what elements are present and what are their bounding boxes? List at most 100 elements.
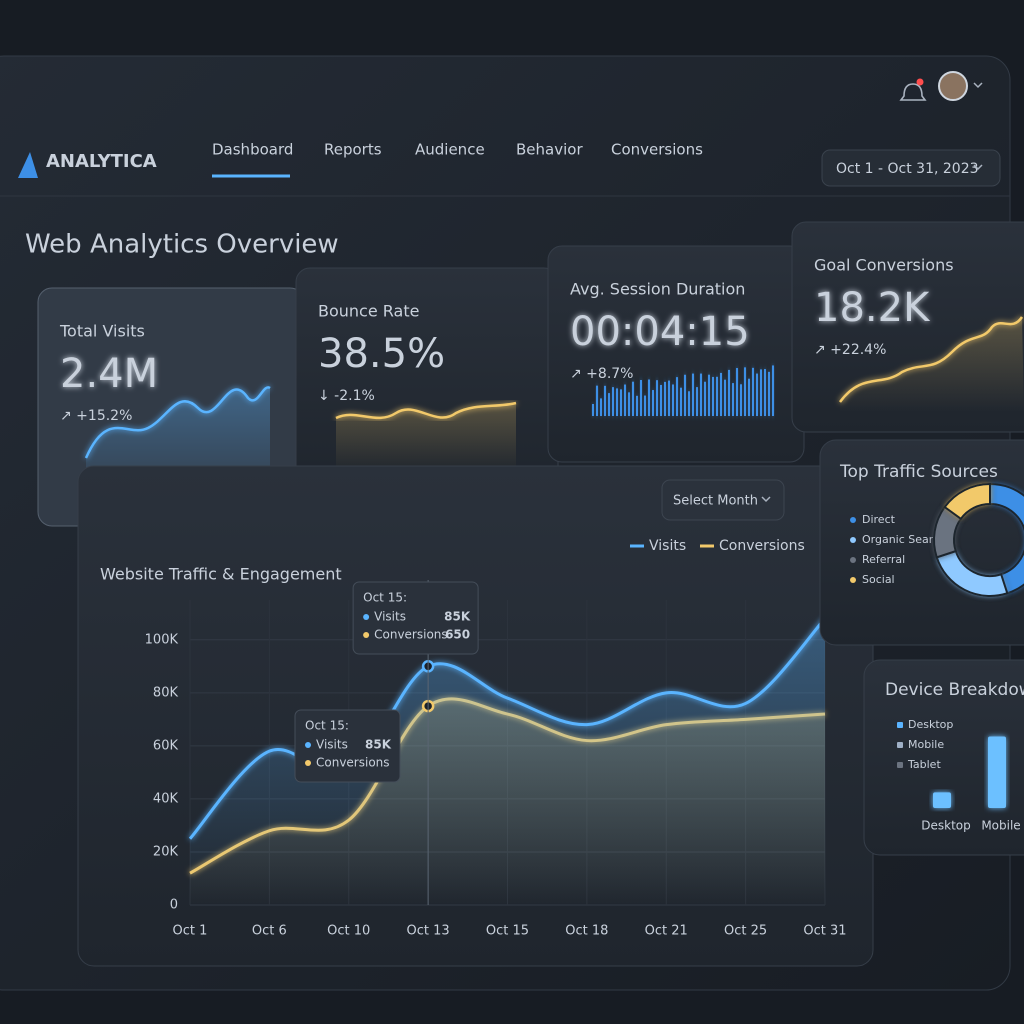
nav-item[interactable]: Reports bbox=[324, 141, 382, 159]
legend-dot bbox=[850, 537, 856, 543]
sparkline-bar bbox=[684, 374, 686, 416]
series-area bbox=[190, 618, 825, 905]
tooltip-name: Visits bbox=[316, 738, 348, 752]
sparkline-bar bbox=[756, 373, 758, 416]
tooltip-name: Conversions bbox=[316, 756, 390, 770]
date-range: Oct 1 - Oct 31, 2023 bbox=[836, 161, 979, 177]
sparkline-bar bbox=[688, 391, 690, 416]
kpi-value: 2.4M bbox=[60, 351, 158, 397]
select-month[interactable] bbox=[661, 479, 785, 521]
bar-chart: Device Breakdown Desktop Mobile Tablet Deskt… bbox=[885, 680, 1024, 833]
pie-chart: Top Traffic Sources Direct Organic Search R… bbox=[839, 462, 1024, 597]
sparkline-bar bbox=[736, 368, 738, 416]
y-tick-label: 100K bbox=[145, 632, 179, 647]
sparkline-bar bbox=[656, 380, 658, 416]
tooltip-dot bbox=[363, 632, 370, 638]
y-tick-label: 60K bbox=[153, 738, 179, 753]
tooltip-value: 85K bbox=[444, 610, 471, 624]
sparkline-bar bbox=[696, 387, 698, 416]
tooltip-name: Conversions bbox=[374, 628, 448, 642]
series-line bbox=[188, 617, 827, 840]
sparkline-bar bbox=[636, 395, 638, 416]
nav-bar: Dashboard Reports Audience Behavior Conversi… bbox=[212, 141, 703, 178]
y-tick-label: 40K bbox=[153, 791, 179, 806]
kpi-label: Total Visits bbox=[59, 322, 145, 341]
nav-item[interactable]: Audience bbox=[415, 141, 485, 159]
bell-icon[interactable] bbox=[899, 83, 927, 101]
sparkline-bar bbox=[620, 389, 622, 416]
legend-label: Direct bbox=[862, 513, 896, 526]
nav-item[interactable]: Dashboard bbox=[212, 141, 293, 159]
sparkline-bar bbox=[676, 377, 678, 416]
sparkline-bar bbox=[716, 376, 718, 416]
device-panel bbox=[863, 659, 1024, 856]
sparkline-bar bbox=[612, 387, 614, 416]
tooltip-value: 650 bbox=[445, 628, 470, 642]
legend-swatch bbox=[897, 742, 903, 748]
date-caret bbox=[973, 164, 983, 171]
sparkline-bar bbox=[712, 376, 714, 416]
kpi-change: ↗ +22.4% bbox=[814, 342, 886, 358]
sparkline-bar bbox=[600, 398, 602, 416]
nav-item[interactable]: Behavior bbox=[516, 141, 583, 159]
sparkline-bar bbox=[692, 373, 694, 416]
x-tick-label: Oct 10 bbox=[327, 924, 370, 939]
legend-label: Visits bbox=[649, 538, 686, 554]
brand: ANALYTICA bbox=[46, 151, 157, 172]
kpi-value: 18.2K bbox=[814, 285, 931, 331]
x-tick-label: Desktop bbox=[921, 819, 971, 833]
y-tick-label: 0 bbox=[170, 898, 178, 913]
sparkline-bar bbox=[648, 379, 650, 416]
x-tick-label: Oct 13 bbox=[407, 924, 450, 939]
legend-label: Mobile bbox=[908, 738, 944, 751]
sparkline-bar bbox=[592, 404, 594, 416]
avatar[interactable] bbox=[938, 71, 968, 101]
sparkline-bar bbox=[632, 381, 634, 416]
legend-label: Desktop bbox=[908, 718, 953, 731]
sparkline-bar bbox=[720, 372, 722, 416]
sparkline-bar bbox=[596, 385, 598, 416]
sparkline-bar bbox=[644, 395, 646, 416]
x-tick-label: Mobile bbox=[981, 819, 1020, 833]
sparkline bbox=[838, 316, 1024, 412]
sparkline-bar bbox=[624, 384, 626, 416]
kpi-change: ↗ +15.2% bbox=[60, 408, 132, 424]
kpi-change: ↗ +8.7% bbox=[570, 366, 633, 382]
x-tick-label: Oct 31 bbox=[803, 924, 846, 939]
sparkline-bar bbox=[616, 388, 618, 416]
date-range-picker[interactable] bbox=[821, 149, 1001, 187]
x-tick-label: Oct 25 bbox=[724, 924, 767, 939]
legend-label: Organic Search bbox=[862, 533, 946, 546]
kpi-change: ↓ -2.1% bbox=[318, 388, 375, 404]
x-tick-label: Oct 6 bbox=[252, 924, 287, 939]
line-chart: Website Traffic & Engagement 0 20K 40K 60K 80… bbox=[100, 538, 847, 939]
legend-dot bbox=[850, 577, 856, 583]
sparkline-bar bbox=[752, 367, 754, 416]
y-tick-label: 80K bbox=[153, 685, 179, 700]
tooltip-dot bbox=[305, 742, 311, 748]
kpi-value: 00:04:15 bbox=[570, 309, 750, 355]
logo-icon bbox=[18, 152, 38, 178]
legend-label: Conversions bbox=[719, 538, 805, 554]
sparkline-bar bbox=[664, 381, 666, 416]
chart-title: Top Traffic Sources bbox=[839, 462, 998, 482]
x-tick-label: Oct 1 bbox=[173, 924, 208, 939]
sparkline-bar bbox=[668, 380, 670, 416]
tooltip bbox=[352, 581, 479, 655]
sparkline-bar bbox=[724, 379, 726, 416]
kpi-label: Bounce Rate bbox=[318, 302, 419, 321]
tooltip-value: 85K bbox=[365, 738, 392, 752]
sparkline-line bbox=[838, 316, 1024, 403]
legend-label: Referral bbox=[862, 553, 905, 566]
pie-slice bbox=[943, 482, 991, 521]
x-tick-label: Oct 15 bbox=[486, 924, 529, 939]
sparkline-bar bbox=[680, 387, 682, 416]
tooltip-title: Oct 15: bbox=[363, 591, 407, 605]
nav-item[interactable]: Conversions bbox=[611, 141, 703, 159]
sparkline-bar bbox=[772, 365, 774, 416]
bar bbox=[988, 736, 1006, 808]
avatar-caret[interactable] bbox=[973, 82, 983, 89]
